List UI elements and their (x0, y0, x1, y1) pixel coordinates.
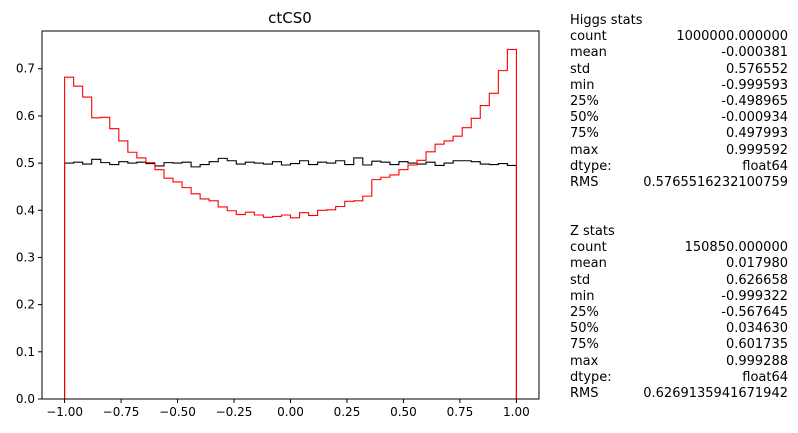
z-stat-key: 75% (570, 337, 599, 353)
y-tick-label: 0.6 (16, 109, 35, 123)
higgs-stat-value: -0.999593 (721, 77, 788, 93)
higgs-stat-key: 50% (570, 110, 599, 126)
z-stat-key: max (570, 353, 599, 369)
chart-title: ctCS0 (268, 9, 312, 27)
higgs-stat-row: 50% -0.000934 (570, 110, 788, 126)
x-tick-label: −1.00 (46, 405, 83, 419)
z-stat-row: dtype: float64 (570, 370, 788, 386)
higgs-stat-value: -0.000381 (721, 45, 788, 61)
higgs-stat-key: 75% (570, 126, 599, 142)
higgs-stat-key: min (570, 77, 595, 93)
z-stat-row: RMS 0.6269135941671942 (570, 386, 788, 402)
y-tick-label: 0.3 (16, 250, 35, 264)
z-stat-row: mean 0.017980 (570, 256, 788, 272)
higgs-stat-row: 75% 0.497993 (570, 126, 788, 142)
higgs-stat-key: 25% (570, 94, 599, 110)
z-stat-value: float64 (742, 369, 788, 385)
higgs-stat-row: 25% -0.498965 (570, 94, 788, 110)
x-tick-label: 0.50 (390, 405, 417, 419)
z-stat-key: min (570, 288, 595, 304)
z-stat-key: mean (570, 256, 607, 272)
z-stats-title: Z stats (570, 224, 615, 239)
higgs-stat-value: float64 (742, 158, 788, 174)
z-stat-key: std (570, 272, 591, 288)
z-stat-value: -0.999322 (721, 288, 788, 304)
z-stat-key: count (570, 240, 607, 256)
z-stat-value: 150850.000000 (684, 240, 788, 256)
z-stat-row: 50% 0.034630 (570, 321, 788, 337)
higgs-stat-value: 0.497993 (725, 126, 788, 142)
higgs-stat-value: -0.000934 (721, 110, 788, 126)
higgs-stat-row: count 1000000.000000 (570, 29, 788, 45)
y-tick-label: 0.5 (16, 156, 35, 170)
x-tick-label: 1.00 (503, 405, 530, 419)
higgs-stats-title: Higgs stats (570, 13, 643, 28)
z-stat-key: 25% (570, 305, 599, 321)
higgs-stats-panel: Higgs stats count 1000000.000000 mean -0.00… (570, 13, 788, 191)
z-stat-value: 0.626658 (725, 272, 788, 288)
z-stat-value: 0.034630 (725, 321, 788, 337)
y-tick-label: 0.1 (16, 345, 35, 359)
z-stat-value: 0.6269135941671942 (643, 386, 788, 402)
higgs-stat-key: count (570, 29, 607, 45)
higgs-stat-row: RMS 0.5765516232100759 (570, 175, 788, 191)
higgs-stat-value: 0.5765516232100759 (643, 175, 788, 191)
higgs-stat-key: RMS (570, 175, 599, 191)
y-tick-label: 0.2 (16, 298, 35, 312)
z-stat-key: 50% (570, 321, 599, 337)
x-tick-label: −0.25 (216, 405, 253, 419)
higgs-stat-key: max (570, 142, 599, 158)
y-tick-label: 0.0 (16, 392, 35, 406)
z-stat-key: dtype: (570, 369, 612, 385)
z-stat-value: 0.017980 (725, 256, 788, 272)
higgs-stat-value: 0.576552 (725, 61, 788, 77)
z-stat-key: RMS (570, 386, 599, 402)
higgs-stat-row: mean -0.000381 (570, 45, 788, 61)
higgs-stat-value: 0.999592 (725, 142, 788, 158)
z-stat-row: std 0.626658 (570, 273, 788, 289)
z-stats-panel: Z stats count 150850.000000 mean 0.017980 st… (570, 224, 788, 402)
z-stat-row: 75% 0.601735 (570, 337, 788, 353)
higgs-stat-row: min -0.999593 (570, 78, 788, 94)
z-stat-value: 0.999288 (725, 353, 788, 369)
higgs-stat-row: std 0.576552 (570, 62, 788, 78)
higgs-stat-value: -0.498965 (721, 94, 788, 110)
higgs-stat-key: std (570, 61, 591, 77)
histogram-chart: −1.00 −0.75 −0.50 −0.25 0.00 0.25 0.50 0.75 1.00… (16, 9, 540, 419)
z-stat-row: min -0.999322 (570, 289, 788, 305)
y-tick-label: 0.4 (16, 203, 35, 217)
z-histogram-series (64, 157, 517, 399)
higgs-stat-value: 1000000.000000 (676, 29, 788, 45)
z-stat-value: 0.601735 (725, 337, 788, 353)
higgs-stat-key: dtype: (570, 158, 612, 174)
higgs-stat-key: mean (570, 45, 607, 61)
z-stat-row: 25% -0.567645 (570, 305, 788, 321)
z-stat-value: -0.567645 (721, 305, 788, 321)
x-tick-label: −0.75 (103, 405, 140, 419)
x-tick-label: 0.75 (447, 405, 474, 419)
higgs-histogram-series (64, 48, 517, 399)
z-stat-row: max 0.999288 (570, 354, 788, 370)
higgs-stat-row: max 0.999592 (570, 143, 788, 159)
higgs-stat-row: dtype: float64 (570, 159, 788, 175)
x-tick-label: 0.25 (334, 405, 361, 419)
x-tick-label: −0.50 (159, 405, 196, 419)
y-tick-label: 0.7 (16, 62, 35, 76)
z-stat-row: count 150850.000000 (570, 240, 788, 256)
x-tick-label: 0.00 (277, 405, 304, 419)
